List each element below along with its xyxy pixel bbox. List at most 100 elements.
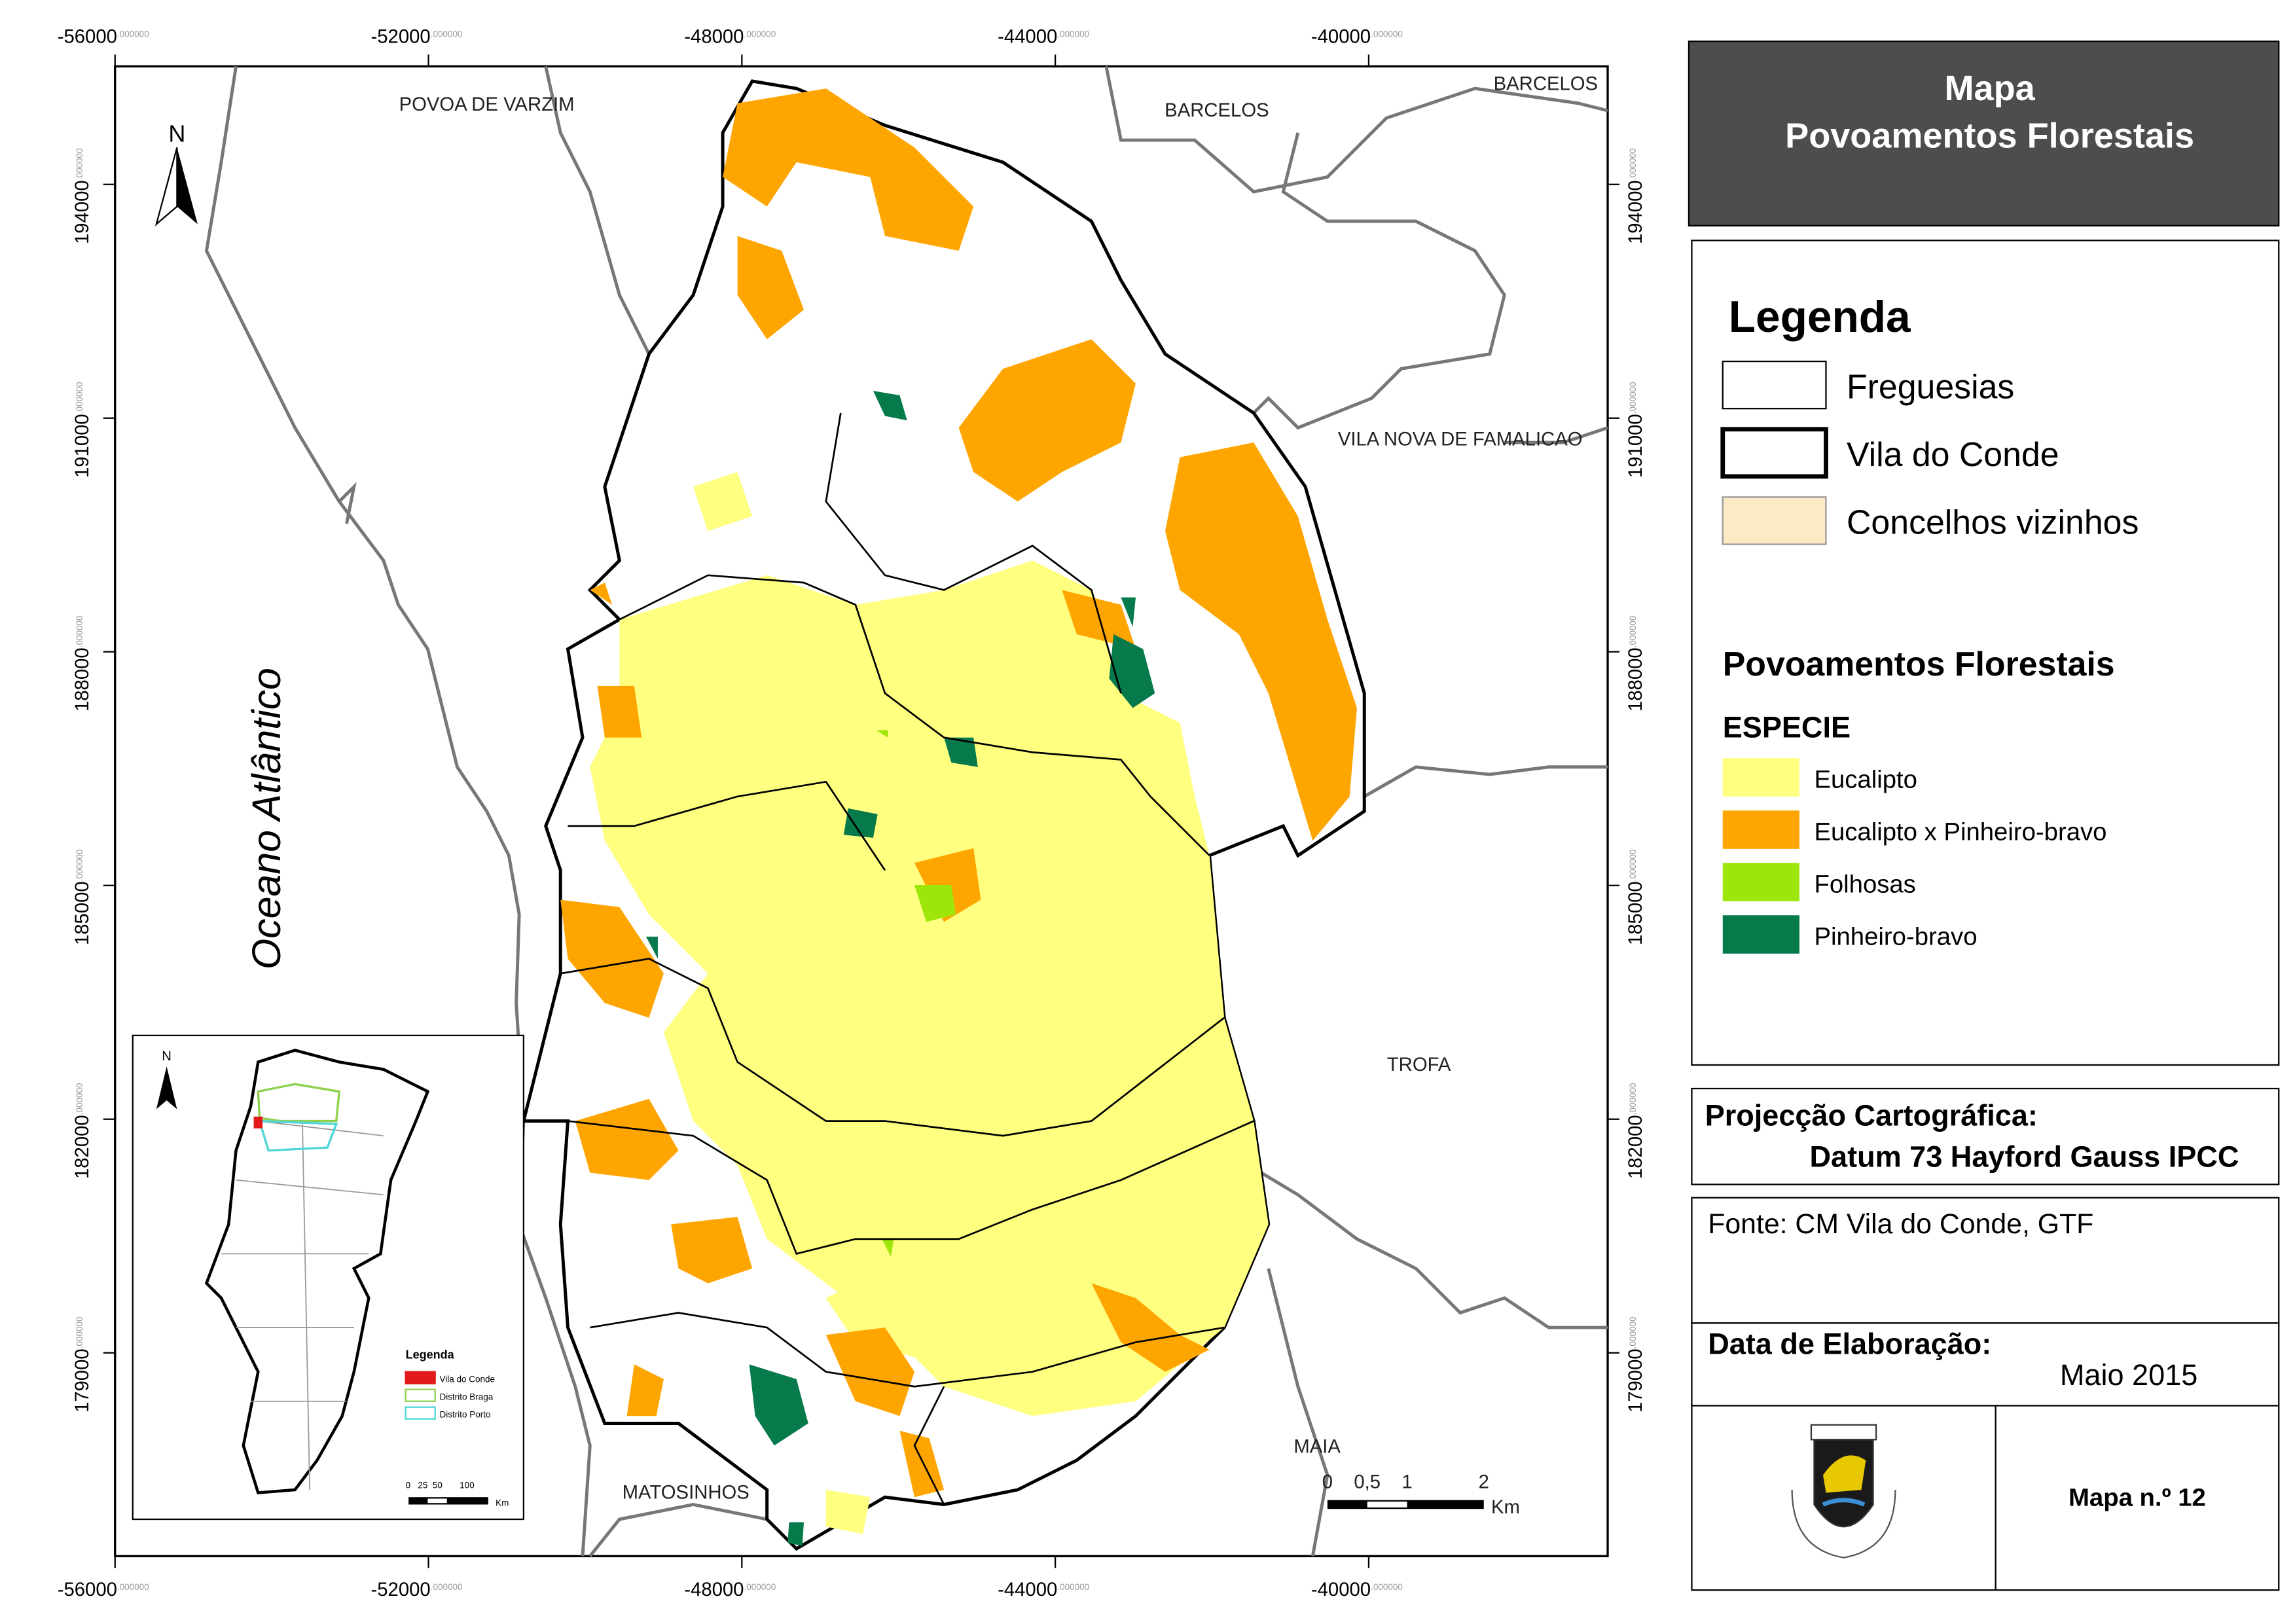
legend-label: Eucalipto x Pinheiro-bravo [1814,818,2106,846]
legend-label: Pinheiro-bravo [1814,922,1977,950]
scale-label: 0,5 [1354,1471,1381,1493]
tick-label: -52000.000000 [371,26,463,47]
projection-box [1691,1087,2280,1185]
legend-swatch [1722,915,1799,954]
projection: Datum 73 Hayford Gauss IPCC [1810,1140,2239,1173]
scale-label: 0 [1322,1471,1333,1493]
tick-label: 194000.000000 [71,148,93,244]
forest-patches [560,88,1357,1546]
source: Fonte: CM Vila do Conde, GTF [1708,1208,2093,1240]
tick-value: 191000 [71,414,93,478]
coastline [204,66,592,1557]
tick-decimals: .000000 [117,1582,149,1592]
place-label: MAIA [1293,1436,1341,1458]
inset-north-label: N [162,1049,172,1064]
tick-decimals: .000000 [1628,849,1638,881]
tick-label: -48000.000000 [684,1579,776,1600]
source-box [1691,1197,2280,1324]
legend-swatch [1722,863,1799,901]
forest-patch [958,339,1136,502]
tick-decimals: .000000 [75,615,84,647]
inset-legend-swatch [405,1388,436,1402]
tick-value: 179000 [71,1348,93,1413]
legend-swatch [1722,360,1827,410]
place-label: BARCELOS [1165,99,1269,121]
forest-patch [590,560,1269,1416]
ocean-label: Oceano Atlântico [244,668,289,969]
tick-label: -52000.000000 [371,1579,463,1600]
tick-decimals: .000000 [431,29,463,39]
legend-subtitle: Povoamentos Florestais [1723,645,2115,683]
inset-legend-label: Distrito Porto [439,1410,490,1420]
tick-value: -40000 [1311,1579,1371,1600]
tick-label: 194000.000000 [1625,148,1646,244]
scale-unit: Km [1491,1496,1520,1518]
tick-label: -56000.000000 [58,26,149,47]
north-arrow [177,147,198,225]
boundary [1104,65,1608,444]
legend-label: Eucalipto [1814,765,1917,793]
tick-value: -52000 [371,26,431,47]
parish-boundary [560,412,1254,1506]
inset-legend-swatch [405,1371,436,1384]
place-label: TROFA [1387,1054,1451,1075]
projection-title: Projecção Cartográfica: [1705,1098,2038,1132]
tick-value: -44000 [998,1579,1057,1600]
tick-decimals: .000000 [1628,615,1638,647]
scale-label: 1 [1401,1471,1412,1493]
tick-value: -40000 [1311,26,1371,47]
title: Mapa [1944,69,2035,108]
place-label: VILA NOVA DE FAMALICAO [1338,429,1583,450]
legend-swatch [1722,496,1827,545]
tick-label: 179000.000000 [1625,1317,1646,1413]
map-ticks: -56000.000000-56000.000000-52000.000000-… [58,26,1646,1600]
tick-label: -44000.000000 [998,26,1089,47]
tick-decimals: .000000 [744,29,776,39]
tick-value: -56000 [58,1579,117,1600]
main-map: POVOA DE VARZIM BARCELOS BARCELOS VILA N… [58,26,1646,1600]
inset-scale-bar [427,1498,447,1504]
tick-decimals: .000000 [75,849,84,881]
boundary [1223,765,1608,1329]
inset-district [258,1119,338,1152]
inset-north-arrow [156,1066,177,1110]
tick-value: 182000 [71,1115,93,1179]
inset-scale-label: 0 25 50 100 [406,1481,475,1490]
tick-label: 182000.000000 [1625,1083,1646,1179]
tick-value: -48000 [684,1579,744,1600]
inset-country [204,1049,430,1494]
inset-legend-title: Legenda [406,1348,455,1361]
tick-value: 188000 [1625,647,1646,712]
date: Maio 2015 [2060,1358,2197,1392]
tick-value: 182000 [1625,1115,1646,1179]
legend-swatch [1722,810,1799,849]
tick-decimals: .000000 [75,382,84,414]
legend-field: ESPECIE [1723,711,1851,744]
legend-title: Legenda [1729,293,1911,342]
tick-label: -40000.000000 [1311,26,1403,47]
tick-decimals: .000000 [75,148,84,180]
map-number: Mapa n.º 12 [2069,1484,2206,1512]
tick-value: 194000 [1625,180,1646,244]
title: Povoamentos Florestais [1785,116,2194,155]
tick-decimals: .000000 [1371,29,1403,39]
tick-value: 188000 [71,647,93,712]
tick-value: -48000 [684,26,744,47]
tick-value: 191000 [1625,414,1646,478]
tick-decimals: .000000 [1628,1317,1638,1349]
tick-label: 188000.000000 [71,615,93,712]
tick-label: -56000.000000 [58,1579,149,1600]
title-box [1688,40,2280,226]
tick-decimals: .000000 [1057,1582,1089,1592]
tick-value: -56000 [58,26,117,47]
forest-patch [1165,442,1357,841]
boundary [338,65,651,524]
tick-label: 185000.000000 [1625,849,1646,945]
tick-decimals: .000000 [1057,29,1089,39]
inset-scale-bar [408,1497,488,1505]
inset-legend-label: Vila do Conde [439,1374,495,1384]
date-title: Data de Elaboração: [1708,1327,1991,1361]
legend-swatch [1722,758,1799,797]
tick-label: 191000.000000 [1625,382,1646,478]
